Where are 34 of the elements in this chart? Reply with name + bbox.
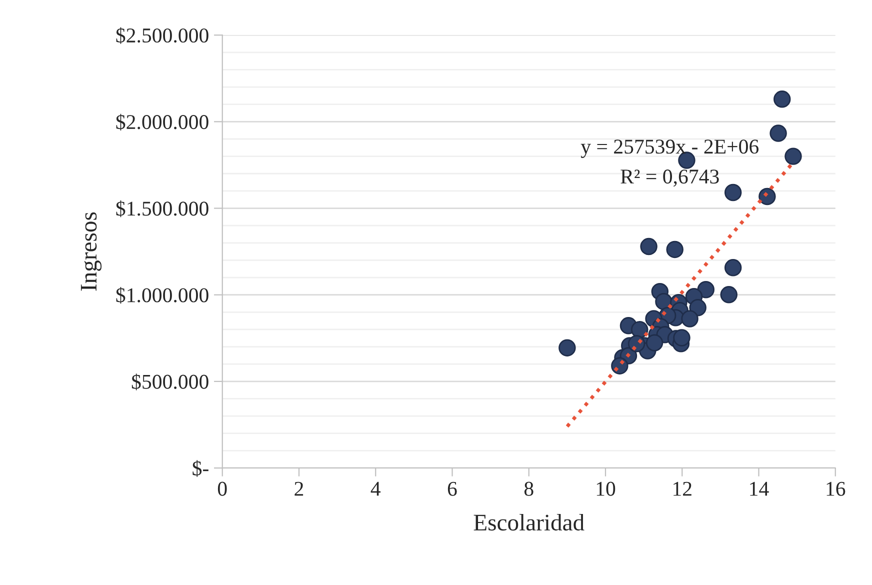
point: [784, 148, 802, 165]
y-tick-label: $-: [192, 460, 208, 477]
y-tick-label: $2.000.000: [116, 114, 208, 130]
y-tick-label: $1.500.000: [116, 200, 208, 218]
point: [774, 90, 791, 108]
x-axis-title: Escolaridad: [474, 514, 584, 531]
point: [646, 334, 664, 352]
x-tick-label: 12: [674, 482, 692, 496]
point: [770, 124, 787, 142]
point: [640, 238, 658, 256]
x-tick-label: 14: [750, 482, 769, 496]
x-tick-label: 2: [294, 482, 304, 496]
y-tick-label: $1.000.000: [116, 286, 208, 304]
x-tick-label: 4: [370, 482, 380, 496]
annotation: y = 257539x - 2E+06: [580, 140, 759, 158]
point: [720, 286, 738, 304]
y-tick-label: $500.000: [132, 374, 208, 390]
point: [666, 240, 684, 258]
x-tick-label: 6: [448, 482, 457, 496]
point: [758, 188, 776, 206]
point: [689, 299, 706, 316]
annotation: R² = 0,6743: [620, 170, 719, 187]
point: [681, 310, 698, 328]
x-tick-label: 8: [524, 482, 534, 496]
x-tick-label: 16: [826, 482, 846, 496]
x-tick-label: 0: [218, 482, 227, 496]
y-tick-label: $2.500.000: [116, 27, 208, 44]
y-axis-title: Ingresos: [80, 212, 102, 291]
point: [558, 339, 576, 356]
point: [724, 259, 742, 276]
point: [697, 281, 714, 298]
point: [724, 184, 742, 202]
x-tick-label: 10: [596, 482, 616, 496]
point: [673, 329, 690, 346]
